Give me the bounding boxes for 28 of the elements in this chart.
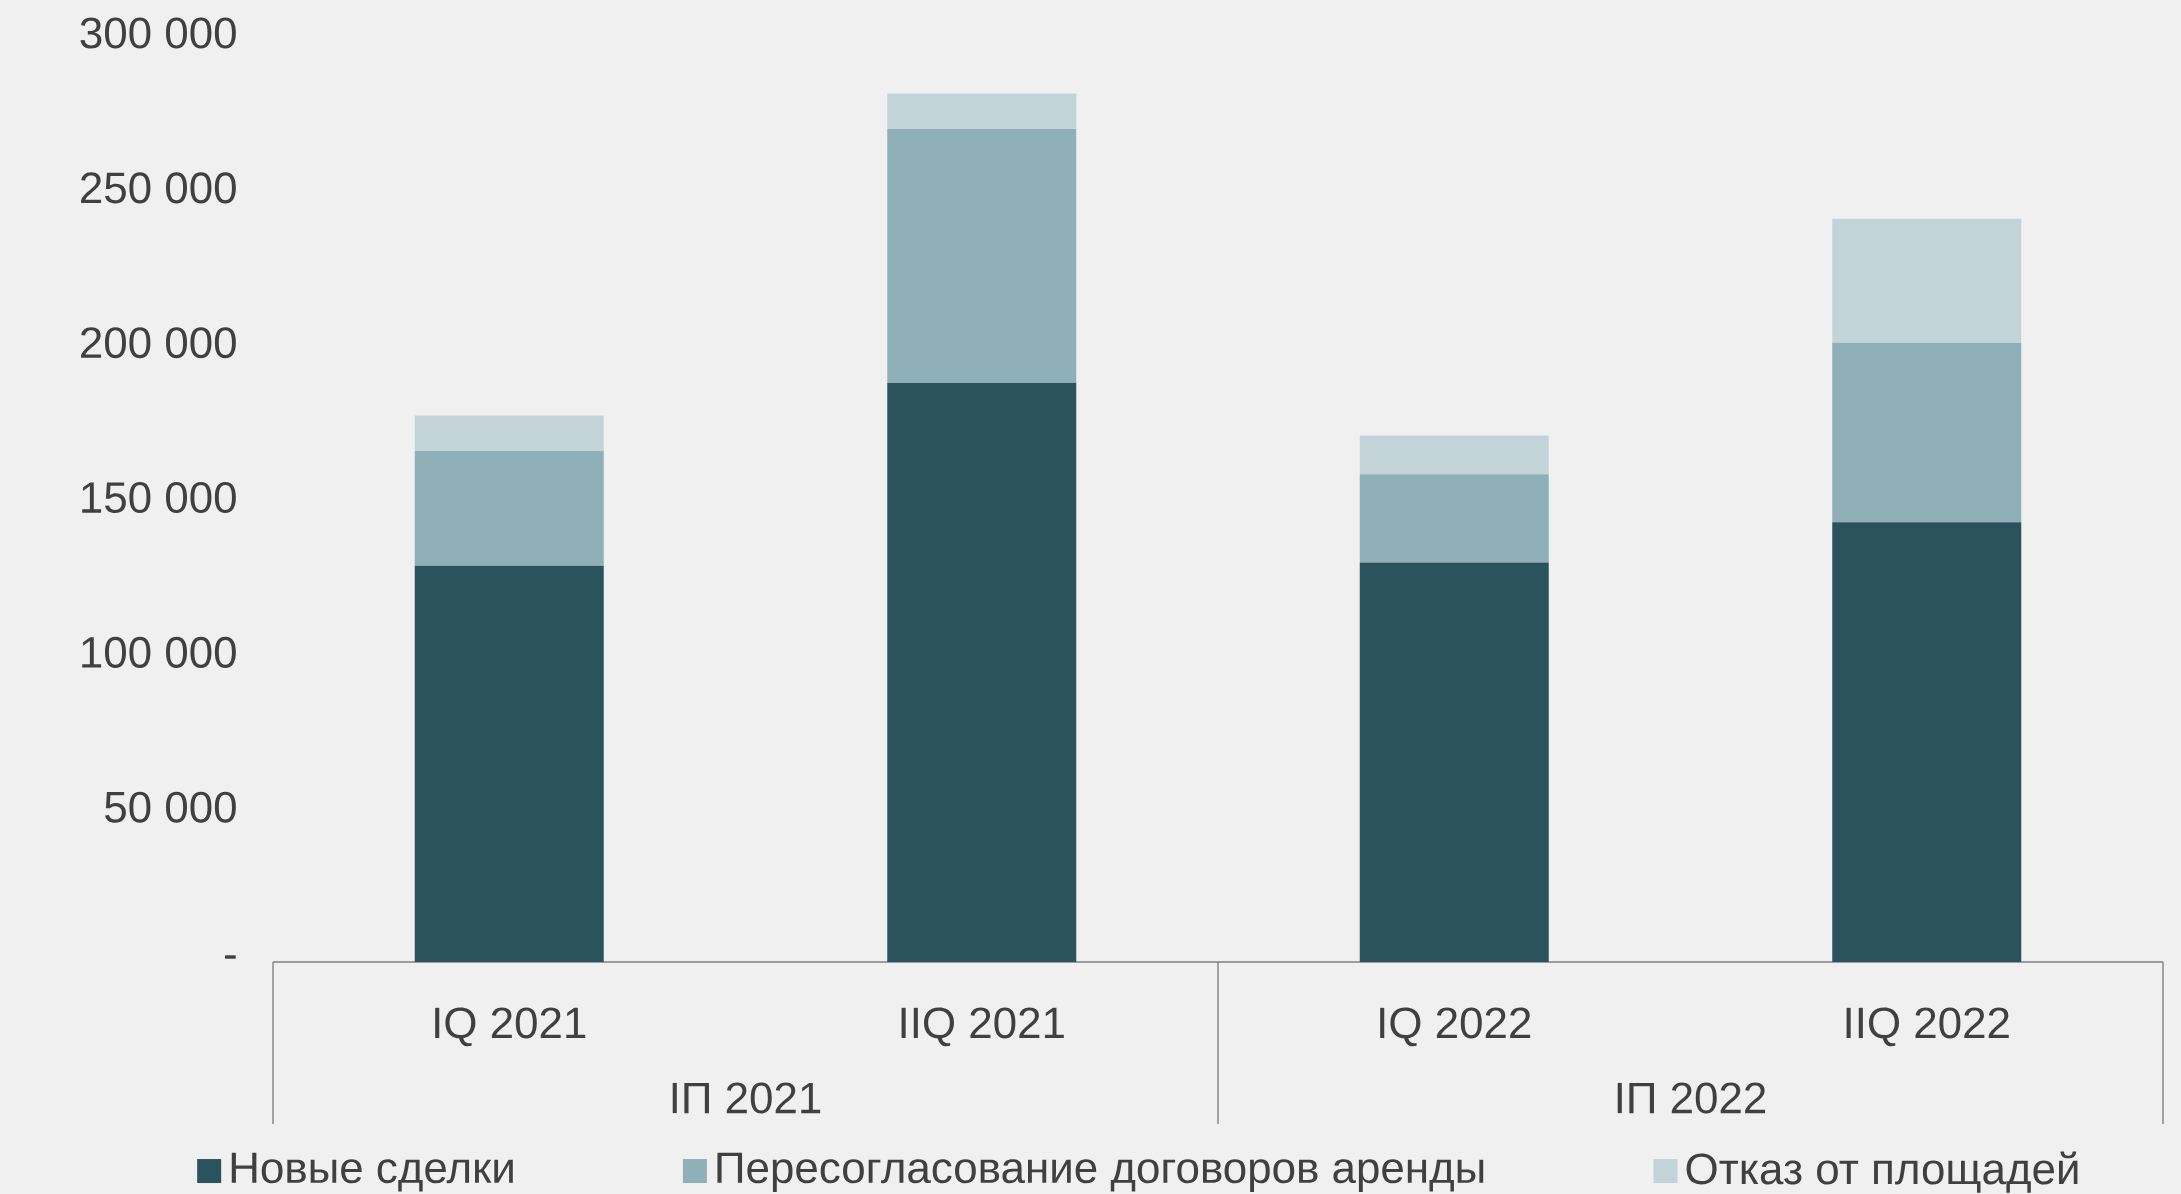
bar bbox=[414, 451, 604, 566]
bar bbox=[414, 565, 604, 962]
x-tick-label: IIQ 2021 bbox=[901, 1007, 1064, 1047]
legend-label: Отказ от площадей bbox=[1686, 1151, 2078, 1193]
bar bbox=[414, 415, 604, 452]
bar bbox=[1359, 474, 1549, 563]
text: IП 2021 bbox=[672, 1082, 821, 1114]
text: IП 2022 bbox=[1617, 1082, 1766, 1114]
y-tick-label: - bbox=[224, 955, 236, 959]
y-tick-label: 50 000 bbox=[105, 791, 236, 823]
bar bbox=[887, 93, 1077, 130]
y-tick-label: 300 000 bbox=[80, 17, 236, 49]
bar bbox=[1832, 218, 2022, 343]
y-tick-label: 200 000 bbox=[81, 327, 236, 359]
x-tick-label: IQ 2022 bbox=[1380, 1007, 1531, 1047]
x-tick-label: IQ 2021 bbox=[435, 1007, 586, 1047]
bar bbox=[887, 382, 1077, 962]
y-tick-label: 150 000 bbox=[82, 481, 236, 514]
x-tick-label: IIQ 2022 bbox=[1846, 1007, 2009, 1047]
bar bbox=[1832, 342, 2022, 523]
legend-label: Новые сделки bbox=[231, 1152, 513, 1192]
legend-label: Пересогласование договоров аренды bbox=[717, 1152, 1484, 1192]
y-tick-label: 100 000 bbox=[82, 636, 236, 668]
bar bbox=[1359, 562, 1549, 962]
y-tick-label: 250 000 bbox=[81, 172, 236, 204]
bar bbox=[1832, 522, 2022, 962]
bar bbox=[1359, 435, 1549, 475]
bar bbox=[887, 129, 1077, 383]
